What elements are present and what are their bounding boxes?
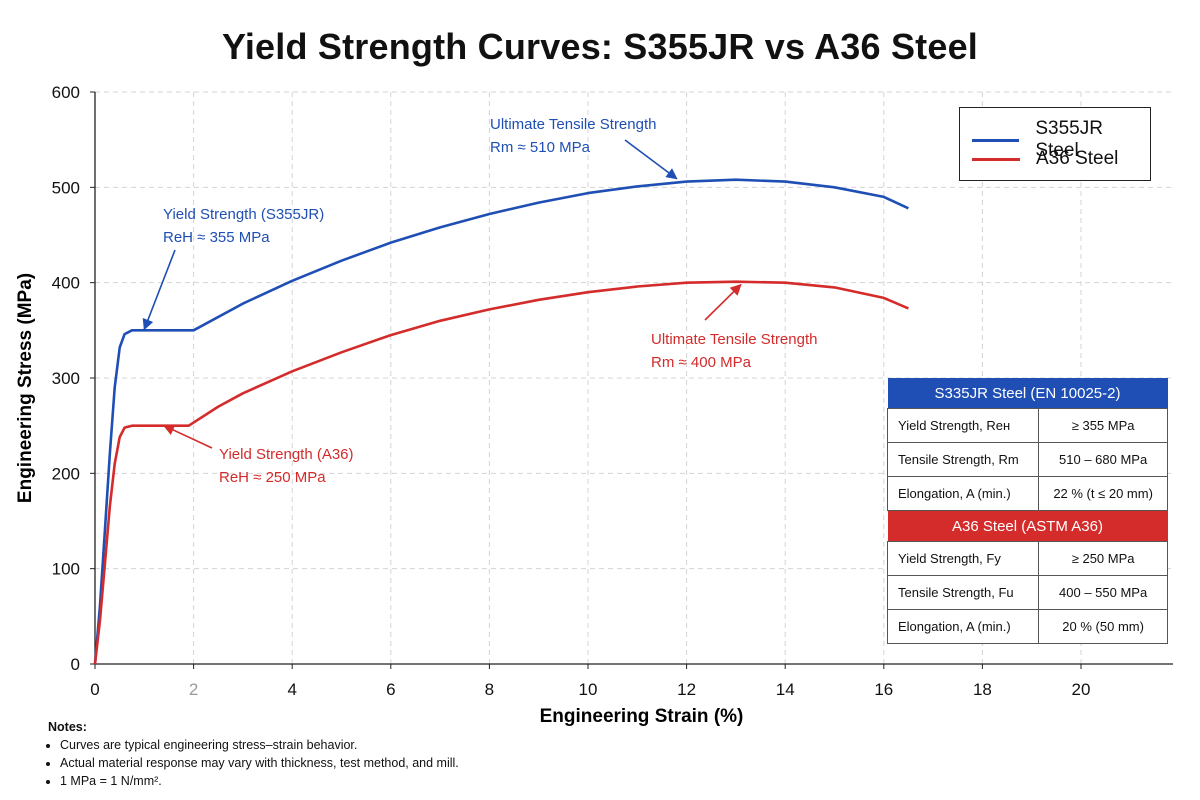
y-tick-label: 400 <box>52 274 80 293</box>
y-tick-label: 200 <box>52 464 80 483</box>
property-name: Tensile Strength, Rm <box>886 442 1040 477</box>
annotation-yield-s355jr-arrow <box>142 249 176 331</box>
legend-item-s355jr: S355JR Steel <box>972 118 1150 162</box>
table-section-title: S335JR Steel (EN 10025-2) <box>887 378 1168 409</box>
legend-label-a36: A36 Steel <box>1036 148 1119 169</box>
table-section-title: A36 Steel (ASTM A36) <box>887 510 1168 542</box>
annotation-yield-s355jr-text: Yield Strength (S355JR) <box>163 206 324 223</box>
y-tick-label: 300 <box>52 369 80 388</box>
annotation-yield-a36-text: ReH ≈ 250 MPa <box>219 469 326 486</box>
series-line-s355jr <box>93 178 909 665</box>
y-tick-label: 600 <box>52 83 80 102</box>
property-name: Elongation, A (min.) <box>886 609 1040 644</box>
property-name: Yield Strength, Reн <box>886 408 1040 443</box>
annotation-uts-s355jr-text: Rm ≈ 510 MPa <box>490 139 591 156</box>
property-value: 22 % (t ≤ 20 mm) <box>1038 476 1168 511</box>
annotation-uts-a36-text: Rm ≈ 400 MPa <box>651 354 752 371</box>
annotation-yield-s355jr-text: ReH ≈ 355 MPa <box>163 229 270 246</box>
x-tick-label: 10 <box>579 680 598 699</box>
x-tick-label: 12 <box>677 680 696 699</box>
note-item: 1 MPa = 1 N/mm². <box>60 772 459 790</box>
annotation-uts-a36-text: Ultimate Tensile Strength <box>651 331 817 348</box>
notes-heading: Notes: <box>48 720 87 734</box>
table-row: Tensile Strength, Fu 400 – 550 MPa <box>886 575 1168 610</box>
property-value: ≥ 250 MPa <box>1038 541 1168 576</box>
table-row: Elongation, A (min.) 20 % (50 mm) <box>886 609 1168 644</box>
legend-swatch-s355jr <box>972 138 1020 142</box>
x-tick-label: 2 <box>189 680 198 699</box>
property-name: Elongation, A (min.) <box>886 476 1040 511</box>
table-section-header-s355jr: S335JR Steel (EN 10025-2) <box>887 378 1168 409</box>
annotation-yield-a36-arrow <box>163 424 213 449</box>
table-row: Yield Strength, Fy ≥ 250 MPa <box>886 541 1168 576</box>
note-item: Curves are typical engineering stress–st… <box>60 736 459 754</box>
x-tick-label: 20 <box>1072 680 1091 699</box>
property-name: Tensile Strength, Fu <box>886 575 1040 610</box>
legend-label-s355jr: S355JR Steel <box>1035 118 1103 161</box>
x-tick-label: 14 <box>776 680 795 699</box>
property-value: 510 – 680 MPa <box>1038 442 1168 477</box>
annotation-uts-s355jr-arrow <box>624 139 678 180</box>
y-tick-label: 0 <box>71 655 80 674</box>
x-tick-label: 0 <box>90 680 99 699</box>
y-axis-title: Engineering Stress (MPa) <box>15 273 36 503</box>
material-properties-table: S335JR Steel (EN 10025-2) Yield Strength… <box>886 378 1168 644</box>
y-tick-label: 500 <box>52 178 80 197</box>
property-name: Yield Strength, Fy <box>886 541 1040 576</box>
x-tick-label: 16 <box>874 680 893 699</box>
x-tick-label: 18 <box>973 680 992 699</box>
x-tick-label: 4 <box>287 680 296 699</box>
chart-legend: S355JR Steel A36 Steel <box>959 107 1151 181</box>
note-item: Actual material response may vary with t… <box>60 754 459 772</box>
property-value: 400 – 550 MPa <box>1038 575 1168 610</box>
annotation-yield-a36-text: Yield Strength (A36) <box>219 446 354 463</box>
legend-item-a36: A36 Steel <box>972 148 1118 170</box>
annotation-uts-a36-arrow <box>704 283 742 321</box>
y-tick-label: 100 <box>52 560 80 579</box>
series-line-a36 <box>93 280 909 665</box>
property-value: 20 % (50 mm) <box>1038 609 1168 644</box>
chart-title: Yield Strength Curves: S355JR vs A36 Ste… <box>221 26 979 67</box>
table-row: Tensile Strength, Rm 510 – 680 MPa <box>886 442 1168 477</box>
x-tick-label: 8 <box>485 680 494 699</box>
property-value: ≥ 355 MPa <box>1038 408 1168 443</box>
x-tick-label: 6 <box>386 680 395 699</box>
x-axis-title: Engineering Strain (%) <box>540 706 744 727</box>
table-section-header-a36: A36 Steel (ASTM A36) <box>887 510 1168 542</box>
legend-swatch-a36 <box>972 157 1020 161</box>
table-row: Yield Strength, Reн ≥ 355 MPa <box>886 408 1168 443</box>
notes: Notes: Curves are typical engineering st… <box>48 718 459 790</box>
table-row: Elongation, A (min.) 22 % (t ≤ 20 mm) <box>886 476 1168 511</box>
annotation-uts-s355jr-text: Ultimate Tensile Strength <box>490 116 656 133</box>
